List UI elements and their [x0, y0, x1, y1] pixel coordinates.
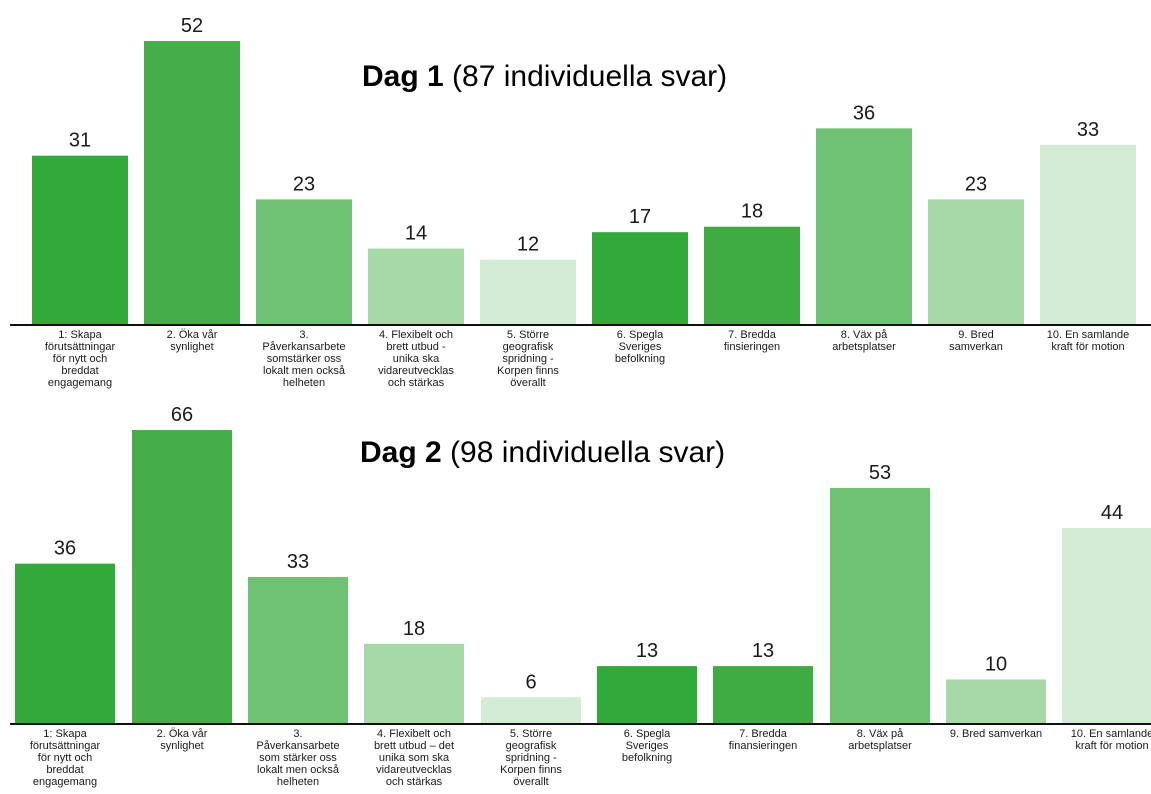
data-label: 31: [69, 130, 91, 152]
bar: [248, 577, 348, 724]
bar: [928, 199, 1024, 325]
bar: [946, 679, 1046, 724]
bar: [481, 697, 581, 724]
tick-label: 2. Öka vår synlighet: [167, 329, 218, 353]
data-label: 36: [853, 102, 875, 124]
data-label: 10: [985, 653, 1007, 675]
tick-label: 1: Skapa förutsättningar för nytt och bredd…: [30, 728, 101, 788]
data-label: 23: [293, 173, 315, 195]
tick-label: 5. Större geografisk spridning -Korpen fin…: [500, 728, 562, 788]
data-label: 13: [752, 640, 774, 662]
chart-title: Dag 2 (98 individuella svar): [360, 436, 725, 469]
data-label: 18: [741, 201, 763, 223]
data-label: 12: [517, 233, 539, 255]
tick-label: 7. Bredda finansieringen: [729, 728, 798, 752]
data-label: 6: [525, 671, 536, 693]
tick-label: 5. Större geografisk spridning -Korpen fin…: [497, 329, 559, 389]
data-label: 14: [405, 223, 427, 245]
tick-label: 3. Påverkansarbete somstärker oss lokalt me…: [262, 329, 345, 389]
chart-title-bold: Dag 1: [362, 60, 444, 93]
tick-label: 9. Bred samverkan: [949, 329, 1003, 353]
bar: [15, 563, 115, 724]
bar: [480, 259, 576, 325]
bar: [1062, 528, 1151, 724]
tick-label: 10. En samlande kraft för motion: [1071, 728, 1151, 752]
data-label: 44: [1101, 502, 1123, 524]
data-label: 66: [171, 404, 193, 426]
bar: [713, 666, 813, 724]
bar: [132, 430, 232, 724]
tick-label: 9. Bred samverkan: [950, 728, 1042, 740]
data-label: 33: [287, 551, 309, 573]
data-label: 53: [869, 462, 891, 484]
data-label: 52: [181, 15, 203, 37]
tick-label: 4. Flexibelt och brett utbud -unika ska vi…: [378, 329, 454, 389]
chart-title-bold: Dag 2: [360, 436, 442, 469]
bar: [256, 199, 352, 325]
tick-label: 2. Öka vår synlighet: [157, 728, 208, 752]
tick-label: 7. Bredda finsieringen: [724, 329, 780, 353]
chart-2: Dag 2 (98 individuella svar) 36 1: Skapa fö…: [10, 404, 1151, 788]
chart-title-rest: (87 individuella svar): [444, 60, 727, 93]
chart-title: Dag 1 (87 individuella svar): [362, 60, 727, 93]
tick-label: 3. Påverkansarbete som stärker oss lokalt m…: [256, 728, 339, 788]
tick-label: 8. Väx på arbetsplatser: [848, 728, 912, 752]
chart-1: Dag 1 (87 individuella svar) 31 1: Skapa fö…: [10, 15, 1151, 389]
bar: [364, 643, 464, 724]
data-label: 13: [636, 640, 658, 662]
bar: [816, 128, 912, 325]
bar: [368, 248, 464, 325]
bar: [592, 232, 688, 325]
bar: [144, 41, 240, 325]
bar: [830, 487, 930, 724]
bar: [1040, 144, 1136, 325]
tick-label: 6. Spegla Sveriges befolkning: [622, 728, 672, 764]
bar: [32, 155, 128, 325]
chart-title-rest: (98 individuella svar): [442, 436, 725, 469]
bar: [704, 226, 800, 325]
data-label: 17: [629, 206, 651, 228]
bar: [597, 666, 697, 724]
tick-label: 6. Spegla Sveriges befolkning: [615, 329, 665, 365]
data-label: 33: [1077, 119, 1099, 141]
data-label: 36: [54, 538, 76, 560]
data-label: 23: [965, 173, 987, 195]
tick-label: 8. Väx på arbetsplatser: [832, 329, 896, 353]
tick-label: 1: Skapa förutsättningar för nytt och bredd…: [45, 329, 116, 389]
tick-label: 4. Flexibelt och brett utbud – det unika s…: [374, 728, 454, 788]
tick-label: 10. En samlande kraft för motion: [1047, 329, 1130, 353]
data-label: 18: [403, 618, 425, 640]
